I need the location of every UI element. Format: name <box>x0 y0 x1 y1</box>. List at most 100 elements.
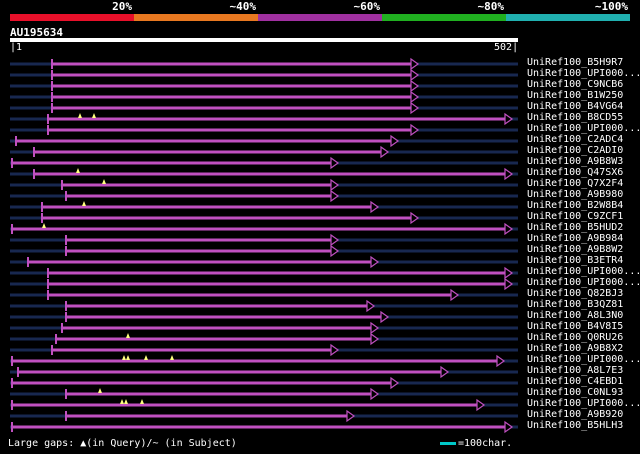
query-gap-marker-icon <box>76 168 80 173</box>
hit-arrowhead-icon <box>504 266 514 280</box>
hit-label[interactable]: UniRef100_Q82BJ3 <box>527 288 624 299</box>
hits-graphic <box>10 57 518 434</box>
query-gap-marker-icon <box>124 399 128 404</box>
query-id: AU195634 <box>10 26 63 39</box>
legend-segment <box>382 14 506 21</box>
legend-label: ~40% <box>229 0 257 13</box>
hit-label[interactable]: UniRef100_C0NL93 <box>527 387 624 398</box>
hit-label[interactable]: UniRef100_UPI000... <box>527 68 640 79</box>
legend-label: 20% <box>112 0 132 13</box>
hit-arrowhead-icon <box>410 57 420 71</box>
scale-legend: =100char. <box>440 438 512 449</box>
hit-label[interactable]: UniRef100_Q0RU26 <box>527 332 624 343</box>
hit-label[interactable]: UniRef100_C9ZCF1 <box>527 211 624 222</box>
hit-label[interactable]: UniRef100_C2ADI0 <box>527 145 624 156</box>
hit-label[interactable]: UniRef100_B8CD55 <box>527 112 624 123</box>
ruler-end: 502| <box>494 42 519 53</box>
hit-arrowhead-icon <box>410 123 420 137</box>
hit-arrowhead-icon <box>330 343 340 357</box>
hit-arrowhead-icon <box>496 354 506 368</box>
scale-label: =100char. <box>458 438 513 449</box>
query-gap-marker-icon <box>82 201 86 206</box>
hit-arrowhead-icon <box>410 101 420 115</box>
query-gap-marker-icon <box>92 113 96 118</box>
hit-label[interactable]: UniRef100_UPI000... <box>527 354 640 365</box>
hit-arrowhead-icon <box>346 409 356 423</box>
legend-label: ~80% <box>477 0 505 13</box>
hit-label[interactable]: UniRef100_A8L3N0 <box>527 310 624 321</box>
ruler-end-value: 502 <box>494 42 513 53</box>
hit-arrowhead-icon <box>380 310 390 324</box>
hit-arrowhead-icon <box>504 277 514 291</box>
query-gap-marker-icon <box>126 333 130 338</box>
hit-arrowhead-icon <box>330 189 340 203</box>
hit-label[interactable]: UniRef100_C4EBD1 <box>527 376 624 387</box>
query-gap-marker-icon <box>78 113 82 118</box>
query-gap-marker-icon <box>144 355 148 360</box>
hit-label[interactable]: UniRef100_UPI000... <box>527 277 640 288</box>
hit-label[interactable]: UniRef100_A9B920 <box>527 409 624 420</box>
legend-segment <box>258 14 382 21</box>
query-gap-marker-icon <box>170 355 174 360</box>
ruler-start: |1 <box>10 42 23 53</box>
hit-label[interactable]: UniRef100_A9B8X2 <box>527 343 624 354</box>
legend-segment <box>10 14 134 21</box>
hit-label[interactable]: UniRef100_B5H9R7 <box>527 57 624 68</box>
hit-arrowhead-icon <box>476 398 486 412</box>
hit-arrowhead-icon <box>504 222 514 236</box>
hit-label[interactable]: UniRef100_Q7X2F4 <box>527 178 624 189</box>
hit-arrowhead-icon <box>330 233 340 247</box>
hit-label[interactable]: UniRef100_C2ADC4 <box>527 134 624 145</box>
hit-arrowhead-icon <box>410 90 420 104</box>
hit-arrowhead-icon <box>440 365 450 379</box>
hit-arrowhead-icon <box>370 387 380 401</box>
hit-arrowhead-icon <box>370 200 380 214</box>
hit-arrowhead-icon <box>410 68 420 82</box>
hits-panel: UniRef100_B5H9R7 UniRef100_UPI000... UniRe… <box>0 55 640 435</box>
hit-label[interactable]: UniRef100_UPI000... <box>527 266 640 277</box>
query-gap-marker-icon <box>140 399 144 404</box>
hit-label[interactable]: UniRef100_A9B980 <box>527 189 624 200</box>
hit-arrowhead-icon <box>370 255 380 269</box>
scale-bar <box>440 441 456 445</box>
hit-arrowhead-icon <box>330 178 340 192</box>
hit-label[interactable]: UniRef100_B2W8B4 <box>527 200 624 211</box>
hit-arrowhead-icon <box>330 156 340 170</box>
hit-arrowhead-icon <box>390 376 400 390</box>
query-bar <box>10 38 518 42</box>
hit-arrowhead-icon <box>504 420 514 434</box>
hit-arrowhead-icon <box>504 167 514 181</box>
hit-label[interactable]: UniRef100_A9B8W2 <box>527 244 624 255</box>
legend-label: ~100% <box>594 0 628 13</box>
hit-arrowhead-icon <box>366 299 376 313</box>
hit-arrowhead-icon <box>450 288 460 302</box>
legend-label: ~60% <box>353 0 381 13</box>
hit-label[interactable]: UniRef100_B4V8I5 <box>527 321 624 332</box>
hit-label[interactable]: UniRef100_A9B984 <box>527 233 624 244</box>
hit-label[interactable]: UniRef100_UPI000... <box>527 123 640 134</box>
footer-legend: Large gaps: ▲(in Query)/~ (in Subject) <box>8 438 237 449</box>
query-gap-marker-icon <box>98 388 102 393</box>
hit-arrowhead-icon <box>380 145 390 159</box>
hit-arrowhead-icon <box>410 79 420 93</box>
hit-label[interactable]: UniRef100_A9B8W3 <box>527 156 624 167</box>
hit-label[interactable]: UniRef100_B5HUD2 <box>527 222 624 233</box>
hit-label[interactable]: UniRef100_C9NCB6 <box>527 79 624 90</box>
hit-arrowhead-icon <box>330 244 340 258</box>
hit-label[interactable]: UniRef100_B5HLH3 <box>527 420 624 431</box>
hit-label[interactable]: UniRef100_Q47SX6 <box>527 167 624 178</box>
identity-legend: 20% ~40% ~60% ~80% ~100% <box>10 0 630 22</box>
legend-segment <box>134 14 258 21</box>
hit-label[interactable]: UniRef100_B3QZ81 <box>527 299 624 310</box>
hit-label[interactable]: UniRef100_B3ETR4 <box>527 255 624 266</box>
hit-label[interactable]: UniRef100_B4VG64 <box>527 101 624 112</box>
hit-arrowhead-icon <box>504 112 514 126</box>
query-gap-marker-icon <box>126 355 130 360</box>
query-gap-marker-icon <box>102 179 106 184</box>
hit-arrowhead-icon <box>370 332 380 346</box>
hit-arrowhead-icon <box>410 211 420 225</box>
hit-label[interactable]: UniRef100_B1W250 <box>527 90 624 101</box>
ruler-start-value: 1 <box>16 42 23 53</box>
hit-label[interactable]: UniRef100_A8L7E3 <box>527 365 624 376</box>
hit-label[interactable]: UniRef100_UPI000... <box>527 398 640 409</box>
